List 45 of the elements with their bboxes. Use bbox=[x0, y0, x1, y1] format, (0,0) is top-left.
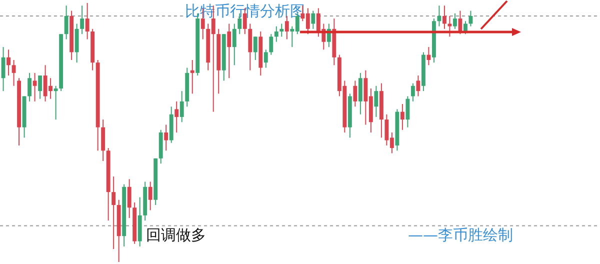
annotation: ——李币胜绘制 bbox=[408, 226, 513, 244]
candlestick bbox=[12, 59, 16, 86]
candlestick bbox=[32, 72, 37, 102]
candlestick bbox=[85, 2, 90, 40]
candlestick bbox=[127, 178, 132, 218]
candlestick bbox=[74, 23, 79, 64]
candlestick bbox=[437, 5, 442, 27]
candlestick bbox=[54, 85, 58, 120]
candlestick bbox=[6, 49, 11, 76]
candlestick bbox=[463, 20, 468, 35]
candlestick bbox=[227, 23, 232, 79]
candlestick bbox=[164, 124, 168, 152]
candlestick bbox=[101, 119, 106, 162]
candlestick bbox=[416, 75, 420, 97]
candlestick bbox=[468, 10, 473, 27]
candlestick bbox=[426, 46, 431, 66]
candlestick bbox=[410, 82, 415, 102]
candlestick bbox=[452, 12, 457, 30]
candlestick bbox=[180, 90, 184, 123]
annotation: 回调做多 bbox=[146, 226, 206, 244]
candlestick bbox=[248, 23, 252, 71]
candlestick bbox=[174, 100, 179, 133]
candlestick bbox=[80, 5, 84, 35]
candlestick bbox=[448, 15, 452, 38]
candlestick bbox=[280, 23, 284, 38]
candlestick bbox=[358, 72, 362, 115]
candlestick bbox=[148, 181, 152, 211]
candlestick bbox=[406, 96, 410, 128]
candlestick bbox=[269, 34, 274, 56]
candlestick bbox=[400, 104, 404, 130]
candlestick bbox=[38, 75, 42, 100]
candlestick bbox=[253, 36, 258, 60]
candlestick bbox=[442, 5, 446, 30]
candlestick bbox=[458, 10, 462, 35]
candlestick bbox=[311, 10, 316, 30]
candlestick bbox=[374, 85, 378, 118]
candlestick bbox=[64, 5, 68, 40]
candlestick bbox=[112, 176, 116, 250]
candlestick bbox=[232, 23, 236, 66]
candlestick bbox=[28, 72, 32, 102]
candlestick bbox=[190, 59, 194, 94]
candlestick bbox=[1, 46, 6, 92]
candlestick bbox=[274, 26, 278, 42]
candlestick bbox=[353, 80, 358, 108]
candlestick bbox=[264, 49, 268, 68]
